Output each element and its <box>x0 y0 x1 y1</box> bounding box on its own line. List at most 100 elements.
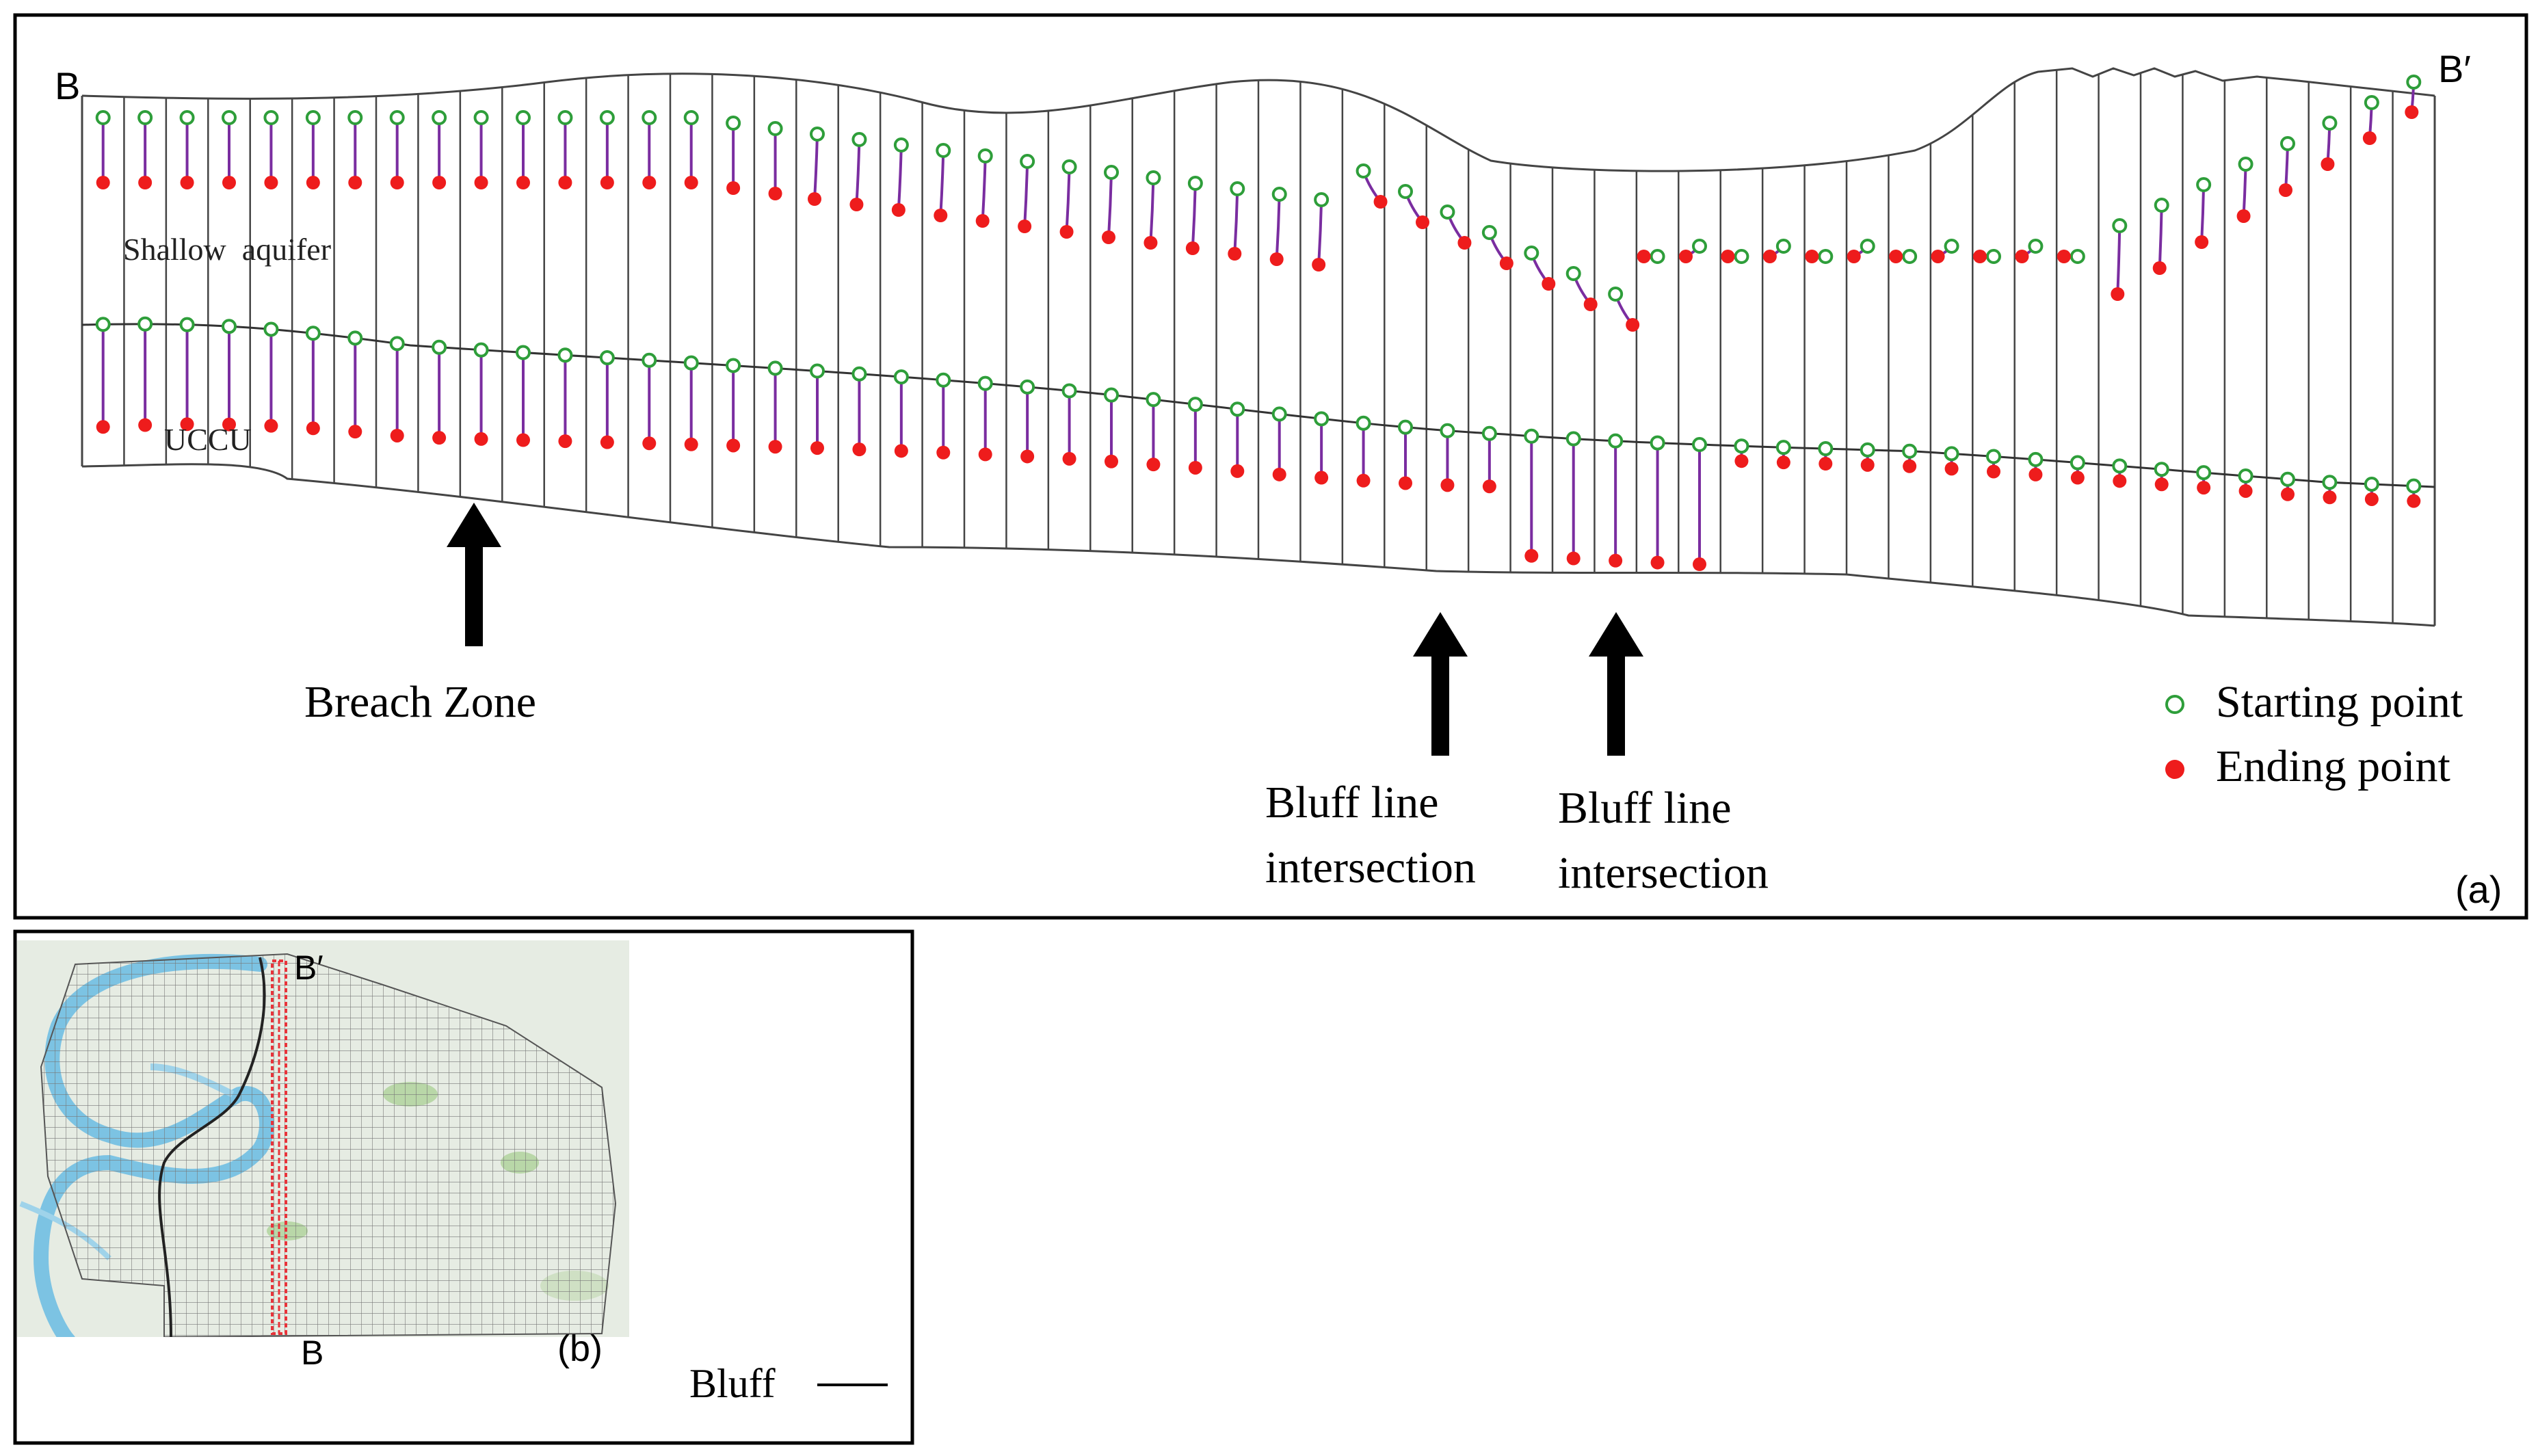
ending-point <box>1020 449 1035 464</box>
starting-point <box>683 355 699 371</box>
starting-point <box>726 358 741 373</box>
starting-point <box>1650 435 1665 451</box>
particle-path <box>1023 161 1029 227</box>
ending-point <box>1062 451 1076 466</box>
ending-point <box>2111 287 2125 301</box>
ending-point <box>1626 318 1640 332</box>
ending-point <box>1583 297 1598 311</box>
starting-point <box>2238 157 2253 172</box>
starting-point <box>2112 458 2128 474</box>
starting-point <box>1650 249 1665 264</box>
starting-point <box>1146 170 1161 185</box>
ending-point <box>138 418 153 432</box>
starting-point <box>1440 204 1455 220</box>
ending-point <box>264 176 278 189</box>
particle-path <box>1233 188 1239 254</box>
ending-point <box>1650 555 1665 570</box>
starting-point <box>1187 176 1203 191</box>
ending-point <box>2405 105 2419 119</box>
starting-point <box>1986 249 2001 264</box>
starting-point <box>137 110 153 125</box>
starting-point <box>936 372 951 388</box>
ending-point <box>726 438 741 453</box>
starting-point <box>2280 471 2295 487</box>
ending-point <box>1889 250 1903 263</box>
ending-point <box>2057 250 2071 263</box>
starting-point <box>2196 465 2212 481</box>
starting-point <box>2364 95 2379 110</box>
map-top-label: B′ <box>294 949 323 987</box>
transect-b-bprime <box>271 959 287 1335</box>
starting-point <box>2406 75 2422 90</box>
ending-point <box>1944 462 1959 476</box>
panel-b-label: (b) <box>557 1328 603 1369</box>
particle-path <box>2158 204 2163 269</box>
ending-point <box>600 176 614 189</box>
starting-point <box>2028 451 2044 467</box>
particle-path <box>981 155 987 222</box>
starting-point <box>642 352 657 368</box>
starting-point <box>1944 446 1959 462</box>
site-map <box>17 940 629 1337</box>
ending-point <box>96 420 110 434</box>
bluff-2-label-line1: Bluff line <box>1558 783 1732 833</box>
starting-point <box>389 110 405 125</box>
starting-point <box>557 110 573 125</box>
starting-point <box>1356 415 1371 431</box>
starting-point <box>1734 249 1749 264</box>
starting-point <box>1104 387 1119 403</box>
bluff-1-label-line1: Bluff line <box>1265 778 1439 828</box>
ending-point <box>264 419 278 433</box>
ending-point <box>348 176 362 189</box>
particle-path <box>2200 184 2206 243</box>
panel-a-label: (a) <box>2455 868 2502 911</box>
ending-point <box>2236 209 2251 223</box>
ending-point <box>1059 225 1074 239</box>
ending-point <box>1860 458 1875 472</box>
starting-point <box>2028 239 2044 254</box>
starting-point <box>1230 181 1245 196</box>
section-top-boundary <box>81 67 2435 172</box>
model-grid-columns <box>123 70 2394 624</box>
starting-point <box>599 110 615 125</box>
bluff-2-label-line2: intersection <box>1558 848 1769 898</box>
starting-point <box>179 317 195 332</box>
ending-point <box>768 440 782 454</box>
section-end-label: B′ <box>2438 47 2471 90</box>
ending-point <box>2015 250 2029 263</box>
ending-point <box>1762 250 1777 263</box>
ending-point <box>1482 479 1496 494</box>
ending-point <box>1185 241 1200 255</box>
starting-point <box>2322 475 2338 490</box>
legend-start-label: Starting point <box>2216 677 2463 727</box>
legend-end-label: Ending point <box>2216 741 2450 791</box>
ending-point <box>726 181 741 195</box>
starting-point <box>1314 411 1330 427</box>
ending-point <box>306 176 320 189</box>
starting-point <box>1860 239 1875 254</box>
ending-point <box>1399 476 1412 490</box>
starting-point <box>767 360 783 376</box>
particle-path <box>1065 166 1071 233</box>
starting-point <box>473 342 489 358</box>
starting-point <box>95 317 111 332</box>
starting-point <box>1020 379 1035 395</box>
ending-point <box>348 425 362 439</box>
starting-point <box>557 347 573 363</box>
starting-point <box>1692 239 1707 254</box>
starting-point <box>432 339 447 355</box>
starting-point <box>2070 249 2085 264</box>
map-bottom-label: B <box>301 1334 323 1372</box>
starting-point <box>2364 476 2379 492</box>
ending-point <box>138 176 153 189</box>
starting-point <box>1146 392 1161 408</box>
starting-point <box>95 110 111 125</box>
ending-point <box>2113 474 2127 488</box>
starting-point <box>2322 116 2338 131</box>
ending-point <box>390 428 404 442</box>
ending-point <box>1693 557 1706 572</box>
starting-point <box>2280 136 2295 151</box>
starting-point <box>263 110 279 125</box>
particle-path <box>1107 172 1113 238</box>
ending-point <box>978 447 992 462</box>
